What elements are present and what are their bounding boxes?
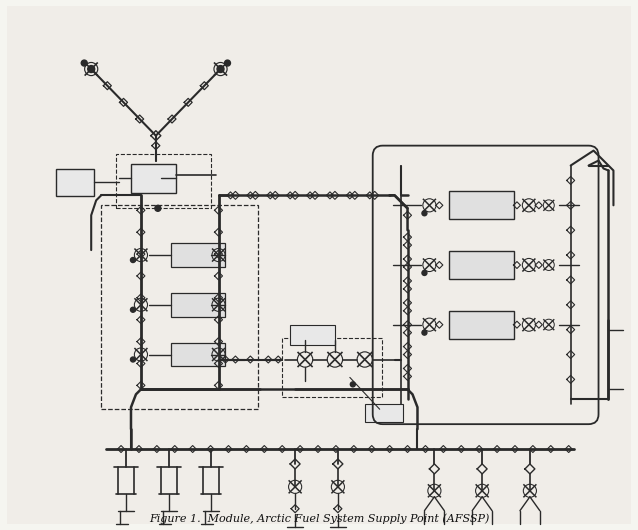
Bar bbox=[101, 205, 258, 409]
Circle shape bbox=[217, 66, 224, 73]
Circle shape bbox=[422, 330, 427, 335]
Bar bbox=[449, 191, 514, 219]
Circle shape bbox=[131, 357, 135, 362]
Circle shape bbox=[87, 66, 94, 73]
Circle shape bbox=[131, 307, 135, 312]
Bar bbox=[449, 311, 514, 339]
Circle shape bbox=[350, 382, 355, 387]
Circle shape bbox=[155, 205, 161, 211]
Circle shape bbox=[81, 60, 87, 66]
Circle shape bbox=[225, 60, 230, 66]
Circle shape bbox=[422, 270, 427, 276]
Bar bbox=[171, 293, 225, 317]
Circle shape bbox=[422, 211, 427, 216]
Bar bbox=[56, 169, 94, 196]
Bar bbox=[171, 243, 225, 267]
Bar bbox=[171, 342, 225, 366]
Bar bbox=[282, 338, 382, 398]
Bar bbox=[290, 325, 335, 344]
Text: Figure 1.  Module, Arctic Fuel System Supply Point (AFSSP): Figure 1. Module, Arctic Fuel System Sup… bbox=[149, 514, 489, 524]
Bar bbox=[365, 404, 403, 422]
Bar bbox=[131, 164, 175, 193]
Bar bbox=[449, 251, 514, 279]
Bar bbox=[116, 154, 211, 208]
Circle shape bbox=[131, 258, 135, 262]
